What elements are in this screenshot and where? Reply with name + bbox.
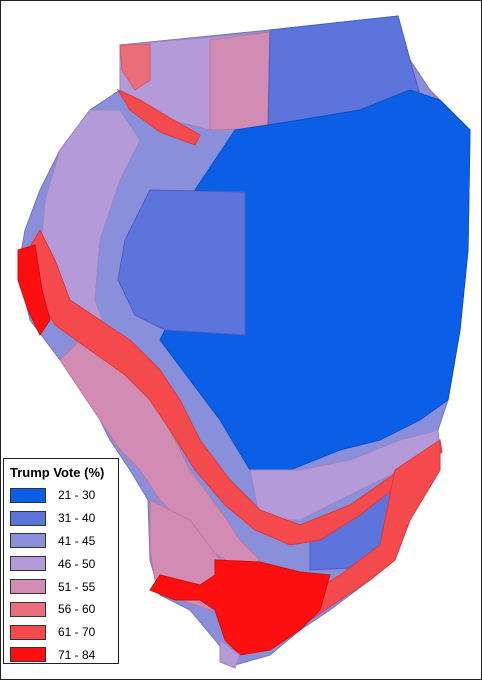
legend-swatch — [10, 487, 46, 503]
legend-label: 41 - 45 — [58, 533, 96, 548]
region-south-tip-darkred — [149, 559, 331, 656]
legend-item: 31 - 40 — [4, 507, 118, 530]
legend-items: 21 - 30 31 - 40 41 - 45 46 - 50 51 - 55 56 - … — [4, 484, 118, 666]
region-north-red — [116, 88, 201, 146]
region-southeast-red — [258, 439, 441, 641]
legend-label: 56 - 60 — [58, 602, 96, 617]
legend-label: 46 - 50 — [58, 556, 96, 571]
legend-title: Trump Vote (%) — [10, 465, 105, 480]
legend-item: 56 - 60 — [4, 598, 118, 621]
legend-swatch — [10, 601, 46, 617]
legend-label: 61 - 70 — [58, 625, 96, 640]
legend-label: 21 - 30 — [58, 488, 96, 503]
legend-item: 61 - 70 — [4, 621, 118, 644]
legend-item: 41 - 45 — [4, 530, 118, 553]
region-south-tip-lavender — [219, 639, 241, 669]
legend-swatch — [10, 647, 46, 663]
legend-swatch — [10, 533, 46, 549]
region-far-north-red — [119, 43, 151, 91]
legend-swatch — [10, 556, 46, 572]
region-west-edge-darkred — [17, 244, 51, 337]
legend-label: 51 - 55 — [58, 579, 96, 594]
legend-item: 71 - 84 — [4, 644, 118, 667]
region-nw-pink — [209, 31, 271, 131]
legend-swatch — [10, 624, 46, 640]
legend: Trump Vote (%) 21 - 30 31 - 40 41 - 45 46 -… — [3, 458, 119, 664]
legend-label: 31 - 40 — [58, 511, 96, 526]
legend-swatch — [10, 510, 46, 526]
region-west-medblue — [117, 189, 246, 336]
legend-item: 21 - 30 — [4, 484, 118, 507]
legend-item: 46 - 50 — [4, 552, 118, 575]
legend-item: 51 - 55 — [4, 575, 118, 598]
legend-label: 71 - 84 — [58, 647, 96, 662]
legend-swatch — [10, 579, 46, 595]
